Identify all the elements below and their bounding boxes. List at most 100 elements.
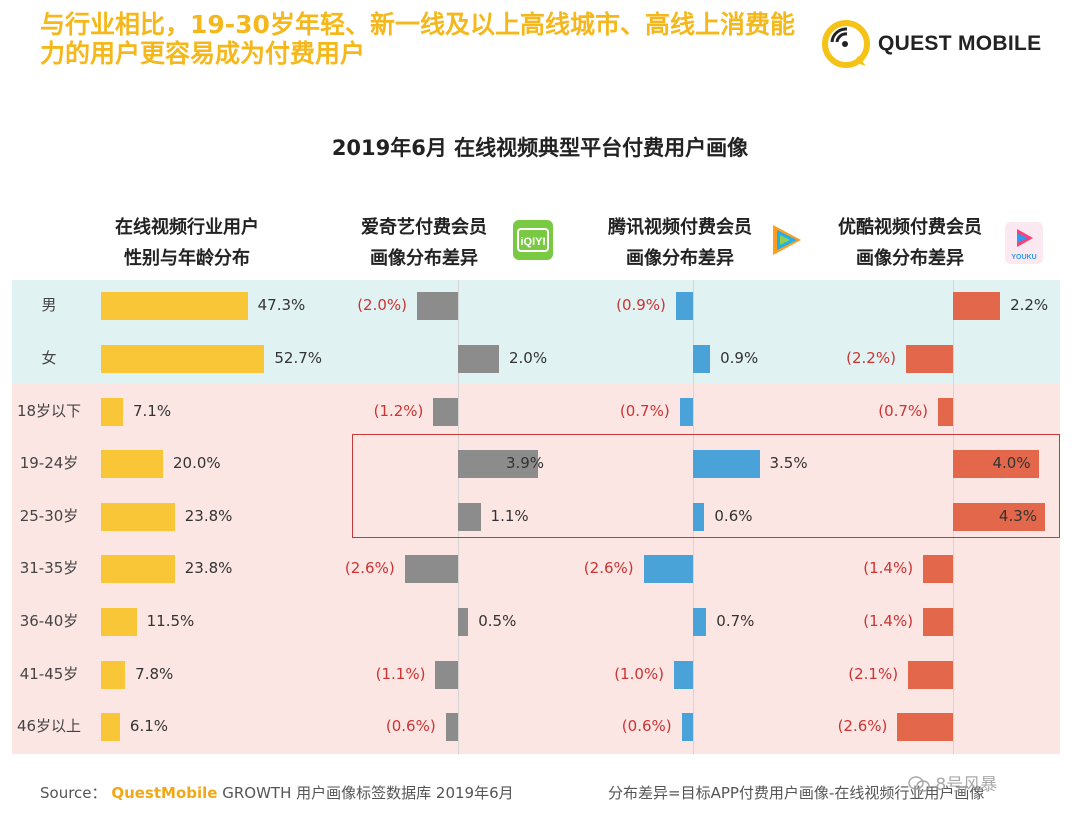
category-label-female: 女 <box>41 348 57 367</box>
value-label-industry-19-24: 20.0% <box>173 454 221 473</box>
bar-tencent-31-35 <box>643 555 693 584</box>
value-label-industry-41-45: 7.8% <box>135 664 174 683</box>
age-band <box>12 384 1060 754</box>
value-label-tencent-male: (0.9%) <box>616 296 666 315</box>
bar-youku-male <box>953 292 1001 321</box>
bar-youku-under-18 <box>938 397 953 426</box>
value-label-tencent-19-24: 3.5% <box>769 454 808 473</box>
chart-title: 2019年6月 在线视频典型平台付费用户画像 <box>331 136 749 160</box>
bar-industry-under-18 <box>101 397 123 426</box>
bar-iqiyi-under-18 <box>433 397 458 426</box>
value-label-tencent-25-30: 0.6% <box>714 506 753 525</box>
bar-tencent-41-45 <box>674 660 693 689</box>
bar-industry-36-40 <box>101 607 137 636</box>
source-rest: GROWTH 用户画像标签数据库 2019年6月 <box>222 784 514 802</box>
column-header-youku-line2: 画像分布差异 <box>856 248 964 269</box>
category-label-41-45: 41-45岁 <box>19 664 79 683</box>
value-label-youku-36-40: (1.4%) <box>863 611 914 630</box>
bar-youku-25-30 <box>953 502 1046 531</box>
column-header-iqiyi-line2: 画像分布差异 <box>370 248 478 269</box>
value-label-tencent-female: 0.9% <box>720 348 759 367</box>
value-label-industry-under-18: 7.1% <box>133 401 172 420</box>
category-label-male: 男 <box>41 296 57 315</box>
bar-iqiyi-36-40 <box>458 607 469 636</box>
column-header-industry-line2: 性别与年龄分布 <box>124 248 250 269</box>
bar-tencent-36-40 <box>693 607 707 636</box>
value-label-industry-46-plus: 6.1% <box>129 717 169 736</box>
value-label-youku-female: (2.2%) <box>846 348 896 367</box>
value-label-industry-female: 52.7% <box>274 348 323 367</box>
category-label-46-plus: 46岁以上 <box>16 717 82 736</box>
bar-industry-41-45 <box>101 660 126 689</box>
column-header-iqiyi-line1: 爱奇艺付费会员 <box>361 217 487 238</box>
value-label-iqiyi-male: (2.0%) <box>357 296 407 315</box>
value-label-industry-31-35: 23.8% <box>184 559 233 578</box>
column-header-tencent-line2: 画像分布差异 <box>626 248 734 269</box>
bar-iqiyi-25-30 <box>458 502 481 531</box>
value-label-industry-36-40: 11.5% <box>146 611 195 630</box>
column-header-industry-line1: 在线视频行业用户 <box>115 217 259 238</box>
bar-tencent-19-24 <box>693 450 760 479</box>
value-label-youku-46-plus: (2.6%) <box>837 717 888 736</box>
bar-youku-19-24 <box>953 450 1039 479</box>
youku-icon: YOUKU <box>1005 222 1043 264</box>
bar-tencent-25-30 <box>693 502 705 531</box>
value-label-iqiyi-31-35: (2.6%) <box>344 559 395 578</box>
category-label-under-18: 18岁以下 <box>16 401 82 420</box>
value-label-iqiyi-36-40: 0.5% <box>478 611 517 630</box>
youku-icon-text: YOUKU <box>1011 254 1036 261</box>
category-label-25-30: 25-30岁 <box>19 506 79 525</box>
brand-name: QUEST MOBILE <box>878 32 1042 55</box>
tencent-video-icon <box>773 225 801 255</box>
value-label-iqiyi-female: 2.0% <box>509 348 548 367</box>
wechat-icon <box>908 776 930 792</box>
column-header-iqiyi: 爱奇艺付费会员 画像分布差异 <box>334 212 514 274</box>
value-label-youku-41-45: (2.1%) <box>848 664 899 683</box>
highlight-box <box>352 434 1060 538</box>
source-prefix: Source： <box>40 784 107 802</box>
bar-tencent-male <box>675 292 693 321</box>
value-label-iqiyi-41-45: (1.1%) <box>375 664 426 683</box>
bar-youku-41-45 <box>908 660 953 689</box>
value-label-tencent-41-45: (1.0%) <box>614 664 664 683</box>
value-label-iqiyi-46-plus: (0.6%) <box>385 717 436 736</box>
source-brand: QuestMobile <box>111 784 218 802</box>
bar-industry-46-plus <box>101 713 120 742</box>
questmobile-logo: QUEST MOBILE <box>818 16 1048 72</box>
headline: 与行业相比，19-30岁年轻、新一线及以上高线城市、高线上消费能力的用户更容易成… <box>40 10 795 68</box>
bar-iqiyi-46-plus <box>445 713 458 742</box>
bar-industry-25-30 <box>101 502 175 531</box>
iqiyi-icon-text: iQIYI <box>520 236 545 248</box>
watermark-text: 8号风暴 <box>935 775 998 795</box>
bar-industry-31-35 <box>101 555 175 584</box>
column-header-youku-line1: 优酷视频付费会员 <box>838 217 982 238</box>
value-label-youku-25-30: 4.3% <box>998 506 1038 525</box>
bar-tencent-46-plus <box>681 713 693 742</box>
column-header-tencent-line1: 腾讯视频付费会员 <box>608 217 752 238</box>
watermark: 8号风暴 <box>908 770 997 795</box>
bar-tencent-female <box>693 344 711 373</box>
column-header-youku: 优酷视频付费会员 画像分布差异 <box>812 212 1008 274</box>
value-label-industry-25-30: 23.8% <box>184 506 233 525</box>
column-header-tencent: 腾讯视频付费会员 画像分布差异 <box>580 212 780 274</box>
bar-industry-male <box>101 292 248 321</box>
bar-youku-female <box>905 344 953 373</box>
value-label-tencent-31-35: (2.6%) <box>583 559 634 578</box>
value-label-iqiyi-25-30: 1.1% <box>490 506 529 525</box>
iqiyi-icon: iQIYI <box>513 220 553 260</box>
value-label-iqiyi-19-24: 3.9% <box>505 454 545 473</box>
bar-youku-46-plus <box>897 713 953 742</box>
value-label-iqiyi-under-18: (1.2%) <box>373 401 424 420</box>
value-label-youku-under-18: (0.7%) <box>878 401 929 420</box>
column-header-industry: 在线视频行业用户 性别与年龄分布 <box>72 212 302 274</box>
value-label-tencent-46-plus: (0.6%) <box>621 717 672 736</box>
value-label-industry-male: 47.3% <box>257 296 306 315</box>
questmobile-logo-icon <box>822 20 870 68</box>
value-label-youku-male: 2.2% <box>1010 296 1049 315</box>
bar-industry-female <box>101 344 265 373</box>
bar-industry-19-24 <box>101 450 163 479</box>
bar-iqiyi-31-35 <box>404 555 458 584</box>
bar-iqiyi-female <box>458 344 499 373</box>
value-label-youku-19-24: 4.0% <box>992 454 1031 473</box>
category-label-31-35: 31-35岁 <box>19 559 79 578</box>
